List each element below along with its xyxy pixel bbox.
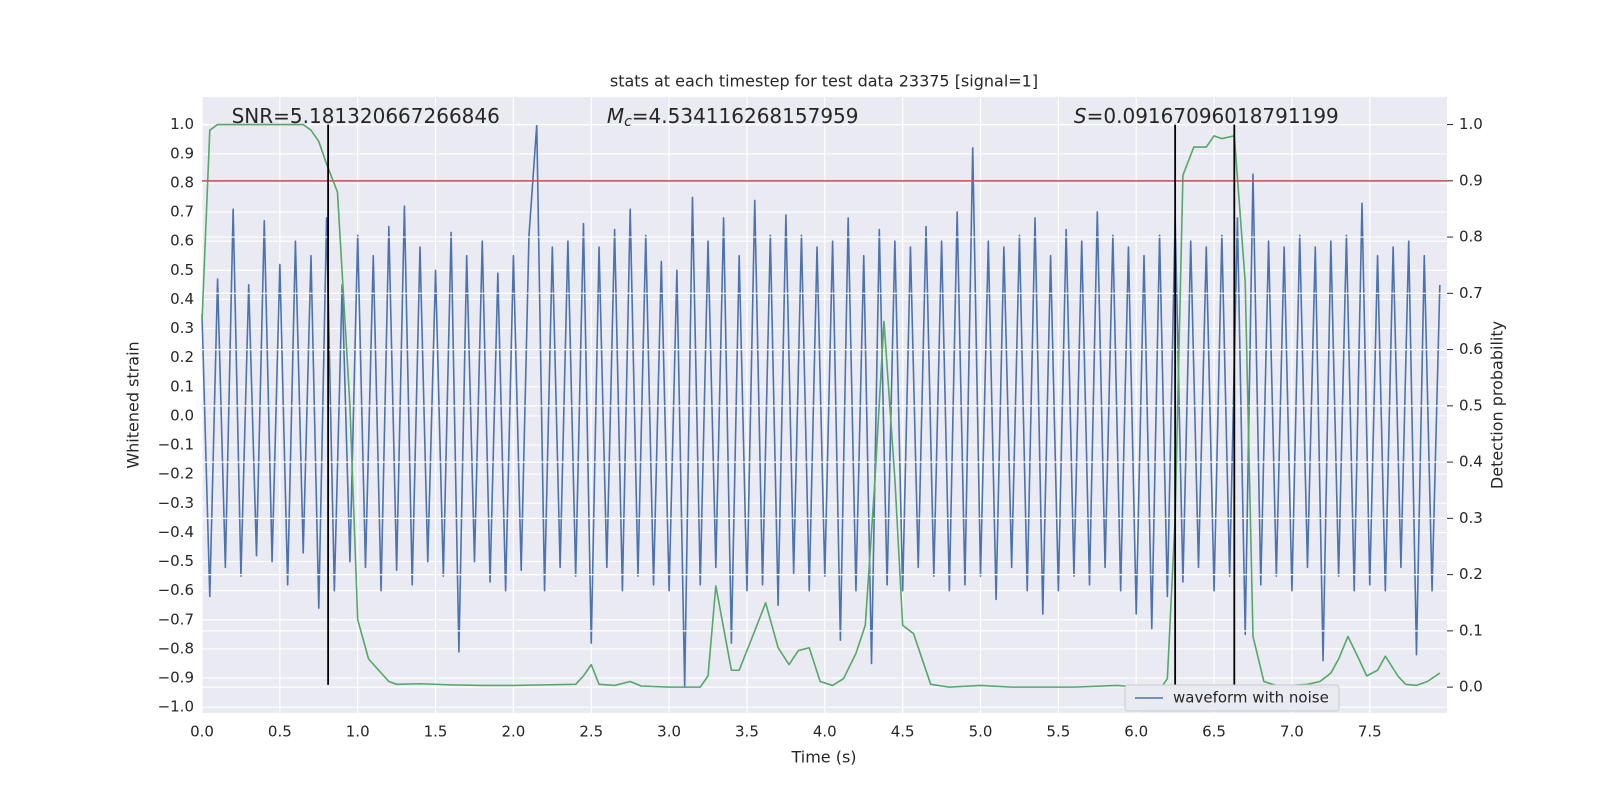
x-tick-label: 7.0 [1280, 723, 1304, 741]
y-tick-label: −0.5 [158, 552, 194, 570]
y-tick-label: 0.7 [170, 203, 194, 221]
y-tick-label: −0.9 [158, 669, 194, 687]
x-tick-label: 0.0 [190, 723, 214, 741]
annotation: SNR=5.181320667266846 [232, 104, 500, 128]
labels: stats at each timestep for test data 233… [124, 72, 1507, 767]
legend-box [1124, 684, 1340, 712]
y-tick-label: −0.1 [158, 436, 194, 454]
y-tick-label: −0.2 [158, 465, 194, 483]
annotation-text: =4.534116268157959 [632, 104, 859, 128]
y2-axis-label: Detection probability [1488, 321, 1507, 489]
y-tick-label: −0.4 [158, 523, 194, 541]
y-tick-label: 0.3 [170, 319, 194, 337]
y-tick-label: −0.6 [158, 581, 194, 599]
y-tick-label: 0.4 [170, 290, 194, 308]
chart-title: stats at each timestep for test data 233… [610, 72, 1038, 91]
y2-tick-label: 0.9 [1459, 171, 1483, 189]
annotation: S=0.09167096018791199 [1074, 104, 1339, 128]
x-tick-label: 3.5 [735, 723, 759, 741]
y-tick-label: 0.1 [170, 377, 194, 395]
annotation-symbol: M [607, 104, 624, 128]
x-tick-label: 1.5 [424, 723, 448, 741]
y-tick-label: 0.5 [170, 261, 194, 279]
x-tick-label: 6.0 [1124, 723, 1148, 741]
x-tick-label: 4.0 [813, 723, 837, 741]
annotation-text: SNR=5.181320667266846 [232, 104, 500, 128]
y-tick-label: −0.3 [158, 494, 194, 512]
y2-tick-label: 0.6 [1459, 340, 1483, 358]
y-tick-label: 0.9 [170, 144, 194, 162]
y2-tick-label: 0.4 [1459, 453, 1483, 471]
annotation-subscript: c [624, 114, 632, 130]
x-tick-label: 3.0 [657, 723, 681, 741]
x-tick-label: 0.5 [268, 723, 292, 741]
y2-tick-label: 0.5 [1459, 396, 1483, 414]
y-tick-label: 0.0 [170, 406, 194, 424]
y2-tick-label: 0.0 [1459, 678, 1483, 696]
y2-tick-label: 0.2 [1459, 565, 1483, 583]
y-tick-label: 0.6 [170, 232, 194, 250]
x-tick-label: 6.5 [1202, 723, 1226, 741]
legend-label: waveform with noise [1173, 689, 1329, 707]
x-tick-label: 5.5 [1046, 723, 1070, 741]
y-tick-label: 0.2 [170, 348, 194, 366]
y-tick-label: −0.8 [158, 639, 194, 657]
annotation: Mc=4.534116268157959 [607, 104, 859, 131]
y2-tick-label: 0.3 [1459, 509, 1483, 527]
x-tick-label: 4.5 [891, 723, 915, 741]
x-tick-label: 5.0 [969, 723, 993, 741]
x-tick-label: 2.5 [579, 723, 603, 741]
x-axis-label: Time (s) [790, 748, 856, 767]
legend: waveform with noise [1124, 684, 1340, 712]
y2-tick-label: 0.7 [1459, 284, 1483, 302]
annotation-text: =0.09167096018791199 [1087, 104, 1339, 128]
annotation-symbol: S [1074, 104, 1087, 128]
y2-tick-label: 0.8 [1459, 228, 1483, 246]
x-tick-label: 7.5 [1358, 723, 1382, 741]
y-tick-label: −0.7 [158, 610, 194, 628]
y-tick-label: −1.0 [158, 698, 194, 716]
y2-tick-label: 0.1 [1459, 621, 1483, 639]
y2-tick-label: 1.0 [1459, 115, 1483, 133]
y-tick-label: 1.0 [170, 115, 194, 133]
y-axis-label: Whitened strain [124, 341, 143, 468]
x-tick-label: 2.0 [501, 723, 525, 741]
overlay: SNR=5.181320667266846 Mc=4.53411626815795… [201, 104, 1447, 712]
x-tick-label: 1.0 [346, 723, 370, 741]
y-tick-label: 0.8 [170, 173, 194, 191]
